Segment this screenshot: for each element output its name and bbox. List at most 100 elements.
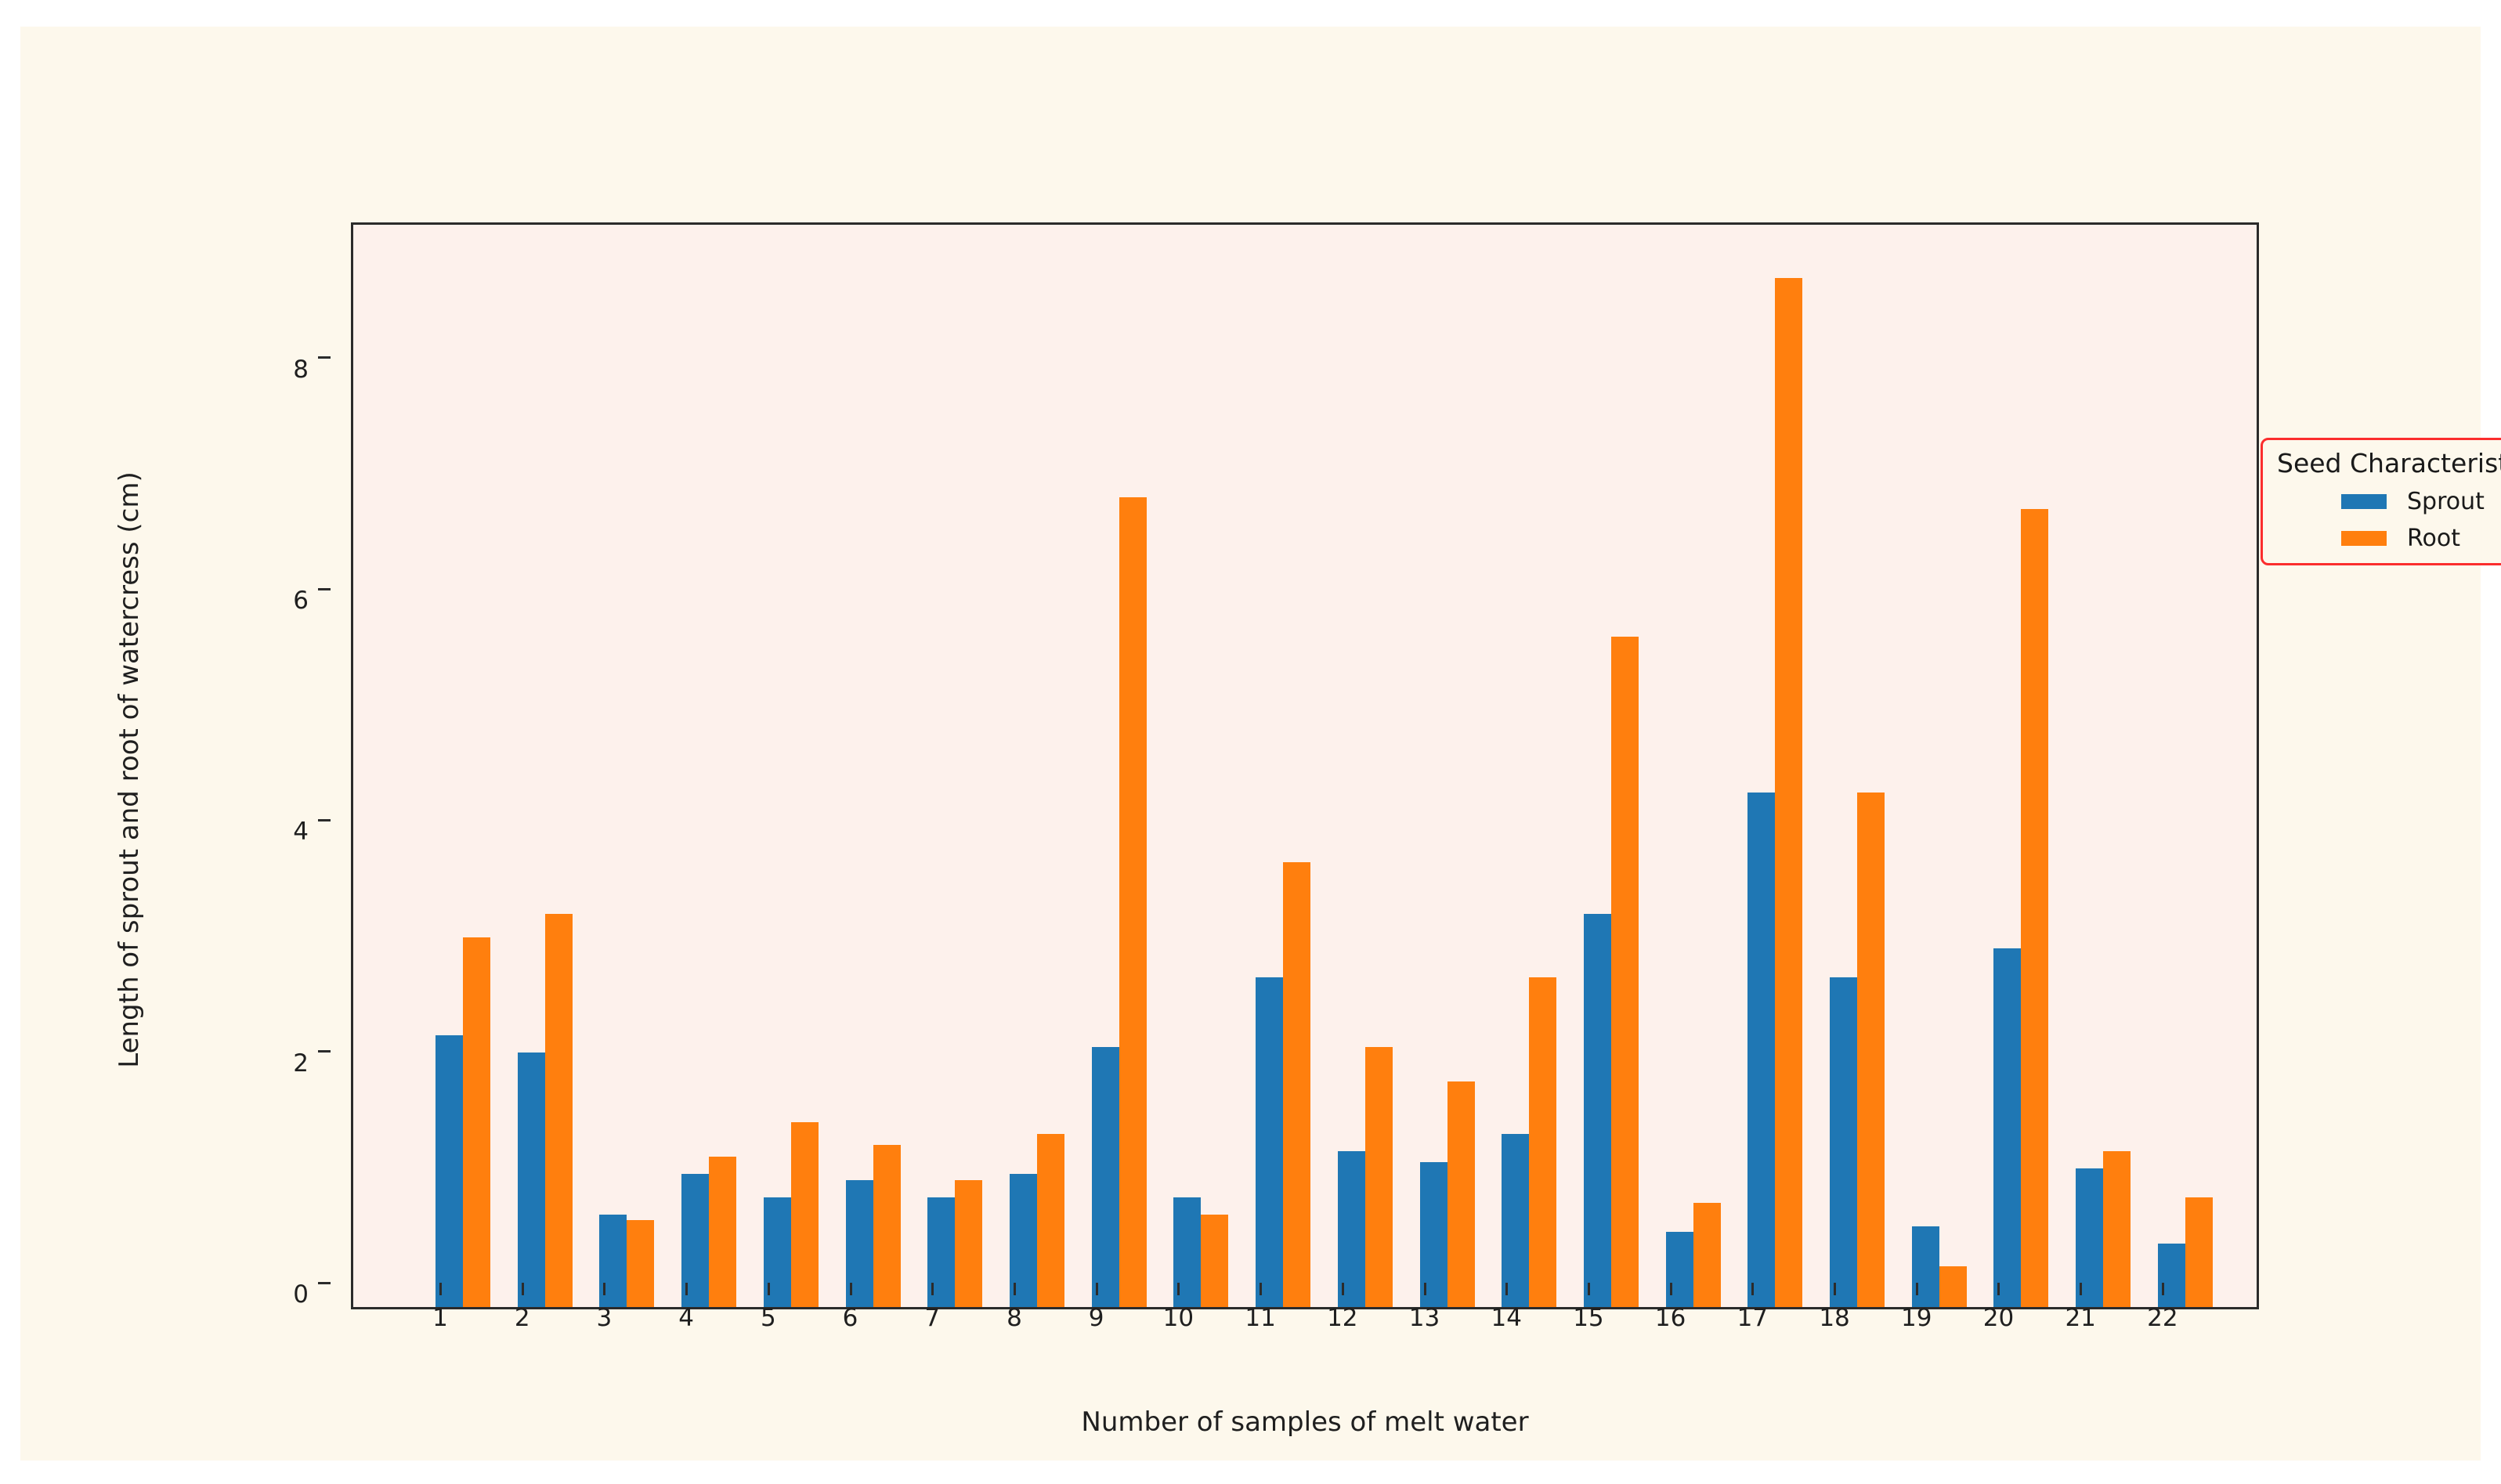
legend-title: Seed Characteristics: [2277, 448, 2501, 478]
y-tick-mark-8: [318, 356, 331, 359]
x-tick-label-7: 7: [924, 1304, 941, 1332]
root-bar-sample-6: [873, 1145, 901, 1307]
x-tick-label-15: 15: [1573, 1304, 1604, 1332]
root-bar-sample-15: [1610, 636, 1639, 1307]
root-bar-sample-8: [1036, 1133, 1064, 1307]
x-tick-label-17: 17: [1737, 1304, 1769, 1332]
sprout-bar-sample-18: [1830, 977, 1858, 1307]
x-tick-label-18: 18: [1819, 1304, 1850, 1332]
x-tick-label-22: 22: [2147, 1304, 2178, 1332]
sprout-bar-sample-11: [1256, 977, 1284, 1307]
x-tick-mark-6: [849, 1283, 852, 1295]
x-tick-mark-11: [1260, 1283, 1263, 1295]
y-tick-label-4: 4: [293, 818, 309, 847]
x-tick-label-3: 3: [596, 1304, 613, 1332]
x-tick-mark-4: [685, 1283, 688, 1295]
y-tick-mark-0: [318, 1281, 331, 1284]
x-tick-mark-7: [931, 1283, 934, 1295]
x-tick-label-13: 13: [1408, 1304, 1440, 1332]
sprout-bar-sample-12: [1337, 1150, 1365, 1307]
y-tick-mark-6: [318, 587, 331, 590]
legend-item-root: Root: [2277, 525, 2501, 552]
x-tick-label-5: 5: [760, 1304, 776, 1332]
x-tick-mark-18: [1834, 1283, 1837, 1295]
plot-area: Seed Characteristics Sprout Root: [351, 222, 2501, 1309]
y-tick-label-0: 0: [293, 1280, 309, 1309]
y-axis-title: Length of sprout and root of watercress …: [114, 471, 145, 1068]
root-bar-sample-14: [1529, 977, 1557, 1307]
x-tick-label-21: 21: [2065, 1304, 2096, 1332]
x-tick-mark-5: [767, 1283, 770, 1295]
legend-label-sprout: Sprout: [2407, 488, 2485, 515]
sprout-bar-sample-22: [2157, 1243, 2185, 1307]
sprout-bar-sample-20: [1993, 948, 2022, 1307]
x-tick-mark-17: [1751, 1283, 1755, 1295]
x-tick-label-4: 4: [678, 1304, 694, 1332]
x-tick-label-12: 12: [1327, 1304, 1358, 1332]
x-tick-mark-9: [1095, 1283, 1098, 1295]
root-bar-sample-1: [463, 937, 490, 1307]
legend-label-root: Root: [2407, 525, 2460, 552]
root-bar-sample-9: [1119, 497, 1147, 1307]
root-bar-sample-16: [1693, 1203, 1721, 1307]
x-tick-label-8: 8: [1007, 1304, 1022, 1332]
x-tick-label-19: 19: [1901, 1304, 1932, 1332]
x-tick-mark-22: [2161, 1283, 2164, 1295]
y-tick-mark-2: [318, 1050, 331, 1053]
x-tick-label-6: 6: [842, 1304, 858, 1332]
x-axis-title: Number of samples of melt water: [1081, 1406, 1529, 1438]
x-tick-mark-13: [1423, 1283, 1426, 1295]
legend-swatch-root: [2341, 531, 2387, 546]
x-tick-mark-2: [521, 1283, 524, 1295]
sprout-bar-sample-9: [1091, 1046, 1119, 1307]
x-tick-mark-12: [1341, 1283, 1344, 1295]
root-bar-sample-5: [790, 1121, 819, 1307]
sprout-bar-sample-17: [1747, 792, 1776, 1307]
root-bar-sample-20: [2021, 509, 2049, 1307]
x-tick-label-20: 20: [1982, 1304, 2015, 1332]
x-tick-mark-8: [1013, 1283, 1016, 1295]
figure-background: Length of sprout and root of watercress …: [20, 27, 2501, 1461]
x-tick-label-2: 2: [514, 1304, 530, 1332]
x-tick-label-9: 9: [1088, 1304, 1104, 1332]
x-tick-mark-14: [1505, 1283, 1509, 1295]
x-tick-mark-1: [439, 1283, 442, 1295]
y-tick-mark-4: [318, 818, 331, 821]
sprout-bar-sample-1: [436, 1035, 463, 1307]
sprout-bar-sample-15: [1583, 913, 1611, 1307]
root-bar-sample-18: [1857, 792, 1885, 1307]
root-bar-sample-21: [2103, 1150, 2131, 1307]
root-bar-sample-3: [627, 1220, 655, 1307]
legend: Seed Characteristics Sprout Root: [2261, 438, 2501, 565]
x-tick-label-16: 16: [1654, 1304, 1686, 1332]
root-bar-sample-12: [1364, 1046, 1393, 1307]
y-tick-label-8: 8: [293, 355, 309, 384]
x-tick-mark-15: [1587, 1283, 1590, 1295]
root-bar-sample-2: [544, 913, 573, 1307]
x-tick-mark-10: [1177, 1283, 1180, 1295]
x-tick-mark-21: [2080, 1283, 2083, 1295]
y-tick-label-6: 6: [293, 587, 309, 616]
root-bar-sample-17: [1775, 277, 1803, 1307]
x-tick-mark-3: [603, 1283, 606, 1295]
x-tick-label-11: 11: [1245, 1304, 1276, 1332]
root-bar-sample-22: [2185, 1197, 2213, 1307]
root-bar-sample-11: [1283, 861, 1311, 1307]
legend-item-sprout: Sprout: [2277, 488, 2501, 515]
x-tick-mark-19: [1915, 1283, 1918, 1295]
x-tick-label-14: 14: [1491, 1304, 1522, 1332]
root-bar-sample-13: [1447, 1081, 1475, 1307]
x-tick-label-10: 10: [1162, 1304, 1194, 1332]
y-tick-label-2: 2: [293, 1049, 309, 1078]
root-bar-sample-10: [1201, 1214, 1229, 1307]
sprout-bar-sample-16: [1665, 1232, 1693, 1307]
legend-swatch-sprout: [2341, 494, 2387, 509]
x-tick-mark-20: [1997, 1283, 2000, 1295]
root-bar-sample-4: [709, 1157, 737, 1307]
x-tick-mark-16: [1669, 1283, 1672, 1295]
root-bar-sample-7: [955, 1179, 983, 1307]
sprout-bar-sample-2: [517, 1053, 545, 1307]
x-tick-label-1: 1: [432, 1304, 448, 1332]
sprout-bar-sample-14: [1502, 1133, 1530, 1307]
